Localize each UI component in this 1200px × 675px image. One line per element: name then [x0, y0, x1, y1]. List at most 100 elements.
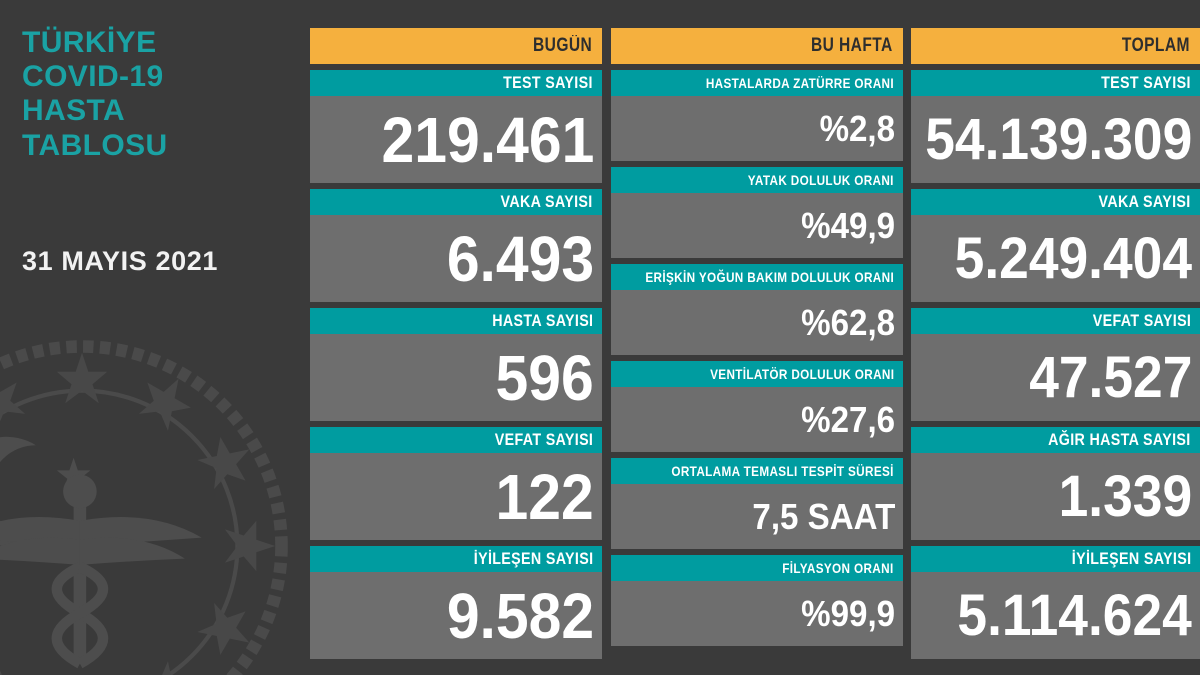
stat-value: 1.339: [911, 453, 1200, 540]
stat-card: YATAK DOLULUK ORANI %49,9: [611, 167, 903, 258]
stat-label: TEST SAYISI: [911, 70, 1200, 96]
stat-value-text: %99,9: [801, 592, 895, 634]
stat-label: ERİŞKİN YOĞUN BAKIM DOLULUK ORANI: [611, 264, 903, 290]
stat-value-text: 5.249.404: [954, 225, 1192, 291]
stat-value: 54.139.309: [911, 96, 1200, 183]
column-header-this-week-label: BU HAFTA: [811, 35, 893, 56]
stat-label: VEFAT SAYISI: [310, 427, 602, 453]
title-line-3: HASTA: [22, 94, 126, 128]
report-date: 31 MAYIS 2021: [22, 246, 218, 276]
stat-label: İYİLEŞEN SAYISI: [911, 546, 1200, 572]
stat-label: VENTİLATÖR DOLULUK ORANI: [611, 361, 903, 387]
page-title: TÜRKİYE COVID-19 HASTA TABLOSU: [22, 26, 292, 163]
stat-label: İYİLEŞEN SAYISI: [310, 546, 602, 572]
stat-card: AĞIR HASTA SAYISI 1.339: [911, 427, 1200, 540]
stat-card: VAKA SAYISI 6.493: [310, 189, 602, 302]
stat-value: 596: [310, 334, 602, 421]
title-line-1: TÜRKİYE: [22, 26, 157, 59]
stat-card: TEST SAYISI 219.461: [310, 70, 602, 183]
stat-card: ORTALAMA TEMASLI TESPİT SÜRESİ 7,5 SAAT: [611, 458, 903, 549]
column-today: BUGÜN TEST SAYISI 219.461 VAKA SAYISI 6.…: [310, 0, 602, 675]
stat-label-text: HASTALARDA ZATÜRRE ORANI: [705, 75, 894, 91]
stat-card: FİLYASYON ORANI %99,9: [611, 555, 903, 646]
stat-value-text: 9.582: [446, 579, 594, 652]
stat-value: %2,8: [611, 96, 903, 161]
stat-value-text: %2,8: [819, 107, 895, 149]
stat-label-text: VAKA SAYISI: [500, 192, 593, 211]
stat-label: YATAK DOLULUK ORANI: [611, 167, 903, 193]
stat-value: %27,6: [611, 387, 903, 452]
stat-label: ORTALAMA TEMASLI TESPİT SÜRESİ: [611, 458, 903, 484]
stat-value: %99,9: [611, 581, 903, 646]
stat-label: VEFAT SAYISI: [911, 308, 1200, 334]
column-header-today-label: BUGÜN: [532, 35, 592, 56]
column-total: TOPLAM TEST SAYISI 54.139.309 VAKA SAYIS…: [911, 0, 1200, 675]
stat-label: HASTA SAYISI: [310, 308, 602, 334]
stat-value-text: 54.139.309: [924, 106, 1192, 172]
stat-label-text: İYİLEŞEN SAYISI: [473, 549, 593, 568]
stat-label-text: HASTA SAYISI: [491, 311, 593, 330]
stat-label: VAKA SAYISI: [911, 189, 1200, 215]
column-today-cards: TEST SAYISI 219.461 VAKA SAYISI 6.493 HA…: [310, 70, 602, 665]
stat-value: 9.582: [310, 572, 602, 659]
stat-value: 7,5 SAAT: [611, 484, 903, 549]
stat-value-text: %49,9: [801, 204, 895, 246]
stat-label-text: ORTALAMA TEMASLI TESPİT SÜRESİ: [671, 463, 894, 479]
stat-card: HASTA SAYISI 596: [310, 308, 602, 421]
column-header-today: BUGÜN: [310, 28, 602, 64]
stat-value: 5.249.404: [911, 215, 1200, 302]
stat-card: TEST SAYISI 54.139.309: [911, 70, 1200, 183]
data-columns: BUGÜN TEST SAYISI 219.461 VAKA SAYISI 6.…: [310, 0, 1200, 675]
stat-value: 219.461: [310, 96, 602, 183]
stat-card: ERİŞKİN YOĞUN BAKIM DOLULUK ORANI %62,8: [611, 264, 903, 355]
stat-value-text: 5.114.624: [957, 582, 1192, 648]
column-header-this-week: BU HAFTA: [611, 28, 903, 64]
stat-value: 122: [310, 453, 602, 540]
stat-label: TEST SAYISI: [310, 70, 602, 96]
stat-card: VAKA SAYISI 5.249.404: [911, 189, 1200, 302]
title-line-4: TABLOSU: [22, 128, 168, 162]
stat-card: VEFAT SAYISI 47.527: [911, 308, 1200, 421]
stat-label-text: VAKA SAYISI: [1098, 192, 1191, 211]
stat-label-text: VEFAT SAYISI: [494, 430, 593, 449]
stat-label-text: YATAK DOLULUK ORANI: [748, 172, 894, 188]
column-total-cards: TEST SAYISI 54.139.309 VAKA SAYISI 5.249…: [911, 70, 1200, 665]
stat-label-text: AĞIR HASTA SAYISI: [1048, 430, 1191, 449]
stat-value-text: %27,6: [801, 398, 895, 440]
stat-value-text: 219.461: [381, 103, 594, 176]
column-header-total: TOPLAM: [911, 28, 1200, 64]
stat-label: VAKA SAYISI: [310, 189, 602, 215]
stat-label-text: ERİŞKİN YOĞUN BAKIM DOLULUK ORANI: [645, 269, 894, 285]
stat-value-text: 47.527: [1028, 344, 1192, 410]
stat-label-text: VENTİLATÖR DOLULUK ORANI: [709, 366, 894, 382]
stat-card: İYİLEŞEN SAYISI 9.582: [310, 546, 602, 659]
stat-label-text: TEST SAYISI: [503, 73, 593, 92]
title-panel: TÜRKİYE COVID-19 HASTA TABLOSU 31 MAYIS …: [0, 0, 310, 675]
stat-card: VENTİLATÖR DOLULUK ORANI %27,6: [611, 361, 903, 452]
stat-label-text: İYİLEŞEN SAYISI: [1071, 549, 1191, 568]
stat-label-text: VEFAT SAYISI: [1092, 311, 1191, 330]
stat-value: %49,9: [611, 193, 903, 258]
stat-card: HASTALARDA ZATÜRRE ORANI %2,8: [611, 70, 903, 161]
stat-label: AĞIR HASTA SAYISI: [911, 427, 1200, 453]
stat-card: İYİLEŞEN SAYISI 5.114.624: [911, 546, 1200, 659]
stat-value: %62,8: [611, 290, 903, 355]
stat-label-text: FİLYASYON ORANI: [782, 560, 894, 576]
stat-card: VEFAT SAYISI 122: [310, 427, 602, 540]
stat-value-text: 1.339: [1058, 463, 1192, 529]
stat-label: FİLYASYON ORANI: [611, 555, 903, 581]
stat-value-text: 596: [495, 341, 594, 414]
stat-value-text: 122: [495, 460, 594, 533]
stat-value-text: 6.493: [446, 222, 594, 295]
title-line-2: COVID-19: [22, 60, 164, 94]
stat-value: 47.527: [911, 334, 1200, 421]
stat-value-text: 7,5 SAAT: [752, 495, 895, 537]
stat-value: 5.114.624: [911, 572, 1200, 659]
stat-value: 6.493: [310, 215, 602, 302]
column-this-week-cards: HASTALARDA ZATÜRRE ORANI %2,8 YATAK DOLU…: [611, 70, 903, 652]
stat-value-text: %62,8: [801, 301, 895, 343]
stat-label: HASTALARDA ZATÜRRE ORANI: [611, 70, 903, 96]
stat-label-text: TEST SAYISI: [1101, 73, 1191, 92]
column-header-total-label: TOPLAM: [1122, 35, 1190, 56]
